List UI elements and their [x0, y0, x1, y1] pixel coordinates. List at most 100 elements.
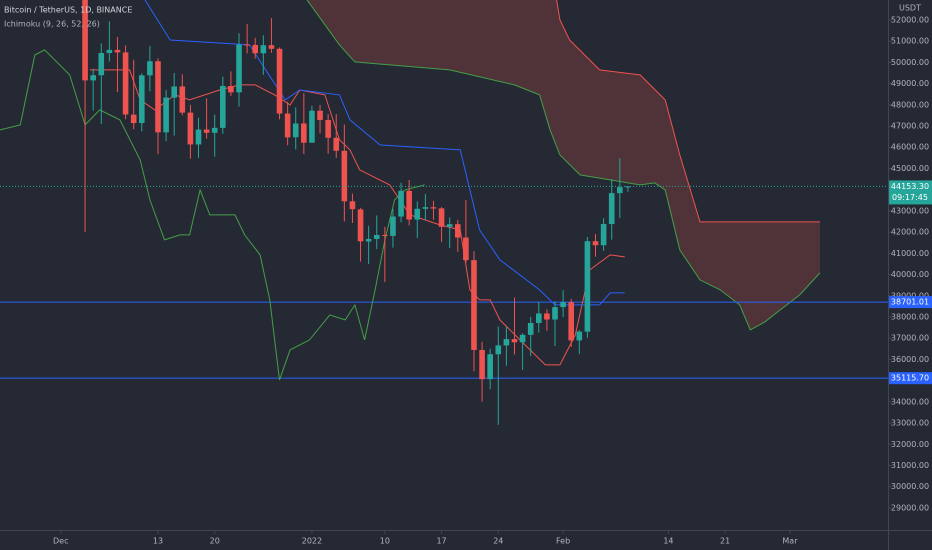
- ichimoku-cloud: [307, 0, 820, 330]
- y-tick-label: 38000.00: [891, 312, 929, 321]
- candle-body: [414, 208, 421, 220]
- candle-body: [617, 187, 623, 194]
- candle-body: [487, 354, 493, 380]
- level-label-bg: [889, 372, 932, 385]
- chart-title: Bitcoin / TetherUS, 1D, BINANCE: [4, 6, 132, 15]
- candle-body: [382, 234, 388, 236]
- x-tick-label: 10: [380, 537, 390, 546]
- candle-body: [179, 86, 186, 113]
- x-tick-label: 2022: [302, 537, 322, 546]
- candle-body: [187, 112, 194, 145]
- x-tick-label: 17: [436, 537, 446, 546]
- candle-body: [155, 61, 161, 133]
- y-tick-label: 48000.00: [891, 100, 929, 109]
- candle-body: [301, 123, 307, 143]
- candle-body: [163, 97, 169, 133]
- candle-body: [284, 113, 291, 138]
- candle-body: [349, 201, 356, 210]
- candle-body: [430, 207, 437, 209]
- candle-body: [171, 86, 177, 98]
- y-tick-label: 31000.00: [891, 461, 929, 470]
- x-tick-label: 14: [663, 537, 673, 546]
- x-tick-label: Feb: [556, 537, 570, 546]
- candle-body: [357, 209, 364, 242]
- candle-body: [592, 241, 599, 246]
- candle-body: [398, 190, 404, 217]
- candle-body: [584, 241, 591, 332]
- candle-body: [535, 313, 542, 324]
- indicator-line: [0, 49, 425, 381]
- y-tick-label: 47000.00: [891, 122, 929, 131]
- candle-body: [519, 334, 526, 343]
- y-tick-label: 41000.00: [891, 249, 929, 258]
- candle-body: [98, 53, 105, 76]
- candle-body: [317, 110, 323, 120]
- indicator-line: [89, 69, 625, 366]
- axes: 52000.00 51000.00 50000.00 49000.00 48000.00…: [53, 15, 932, 546]
- price-label: 44153.30: [891, 182, 929, 191]
- y-tick-label: 39000.00: [891, 291, 929, 300]
- y-tick-label: 32000.00: [891, 440, 929, 449]
- candle-body: [511, 339, 518, 343]
- level-label: 38701.01: [891, 298, 929, 307]
- candle-body: [276, 48, 283, 114]
- x-tick-label: Dec: [53, 537, 68, 546]
- indicator-label: Ichimoku (9, 26, 52, 26): [4, 20, 100, 29]
- y-tick-label: 51000.00: [891, 37, 929, 46]
- candle-body: [438, 208, 445, 227]
- candle-body: [106, 49, 113, 54]
- candle-body: [608, 193, 615, 225]
- candle-body: [292, 123, 299, 138]
- y-tick-label: 34000.00: [891, 397, 929, 406]
- candle-body: [122, 52, 129, 115]
- x-tick-label: 24: [493, 537, 503, 546]
- y-tick-label: 42000.00: [891, 228, 929, 237]
- candle-body: [422, 207, 429, 209]
- candle-body: [463, 237, 469, 261]
- leading-span-b: [556, 0, 820, 223]
- candle-body: [552, 307, 558, 320]
- y-tick-label: 50000.00: [891, 58, 929, 67]
- candle-body: [309, 110, 315, 143]
- y-tick-label: 30000.00: [891, 482, 929, 491]
- candle-body: [260, 45, 267, 54]
- candle-body: [495, 345, 502, 355]
- plot-area: [0, 0, 888, 425]
- x-tick-label: 20: [210, 537, 220, 546]
- candle-body: [471, 260, 477, 350]
- candle-body: [203, 129, 210, 133]
- candle-body: [600, 224, 607, 246]
- y-tick-label: 37000.00: [891, 334, 929, 343]
- y-axis-unit: USDT: [899, 4, 921, 13]
- candle-body: [211, 127, 218, 133]
- candle-body: [130, 114, 137, 124]
- leading-span-a: [306, 0, 821, 331]
- candle-body: [341, 150, 348, 202]
- y-tick-label: 49000.00: [891, 79, 929, 88]
- y-tick-label: 36000.00: [891, 355, 929, 364]
- candle-body: [390, 216, 396, 236]
- candle-body: [325, 119, 331, 138]
- candle-body: [544, 313, 550, 320]
- countdown-label: 09:17:45: [892, 193, 928, 202]
- y-tick-label: 46000.00: [891, 143, 929, 152]
- indicator-line: [144, 0, 625, 306]
- level-label-bg: [889, 296, 932, 309]
- y-tick-label: 52000.00: [891, 15, 929, 24]
- candle-body: [236, 44, 242, 93]
- candle-body: [568, 302, 575, 341]
- candle-body: [333, 137, 340, 151]
- y-tick-label: 45000.00: [891, 164, 929, 173]
- candle-body: [446, 224, 453, 227]
- candle-body: [373, 234, 380, 239]
- candle-body: [244, 44, 250, 46]
- x-tick-label: 13: [153, 537, 163, 546]
- candle-body: [268, 45, 275, 49]
- candle-body: [90, 75, 96, 81]
- candle-body: [527, 323, 534, 335]
- candle-body: [114, 49, 121, 53]
- candle-body: [503, 339, 510, 346]
- y-tick-label: 40000.00: [891, 270, 929, 279]
- candle-body: [82, 0, 88, 81]
